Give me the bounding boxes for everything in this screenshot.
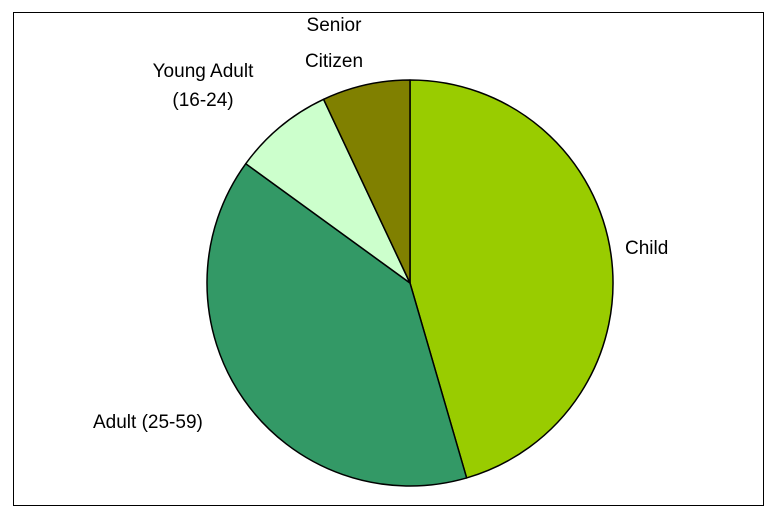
label-young-adult-line1: Young Adult [153, 61, 254, 82]
pie-slice-young-adult-16-24 [245, 98, 411, 284]
label-adult: Adult (25-59) [93, 412, 203, 433]
label-young-adult-line2: (16-24) [172, 90, 233, 111]
label-senior-line2: Citizen [305, 51, 363, 72]
pie-slice-child [409, 79, 614, 479]
pie-slice-senior-citizen [322, 79, 411, 284]
label-senior-line1: Senior [307, 15, 363, 36]
label-child: Child [625, 238, 668, 259]
pie-slice-adult-25-59 [206, 162, 468, 487]
pie-slices [206, 79, 614, 487]
